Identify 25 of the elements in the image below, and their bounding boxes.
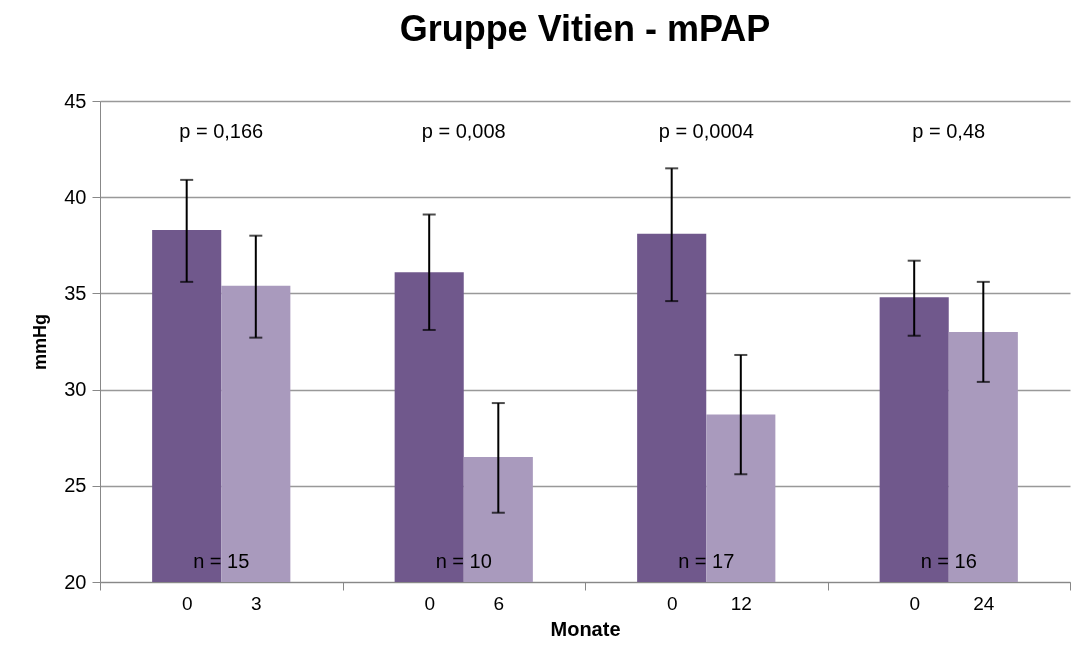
x-tick-label: 0 [666,592,678,614]
x-tick-label: 24 [973,592,995,614]
y-tick-label: 30 [64,378,87,401]
y-tick-label: 40 [64,185,87,208]
x-tick-label: 6 [493,592,505,614]
annotation: p = 0,008 [421,120,506,142]
annotation: p = 0,0004 [658,120,754,142]
y-tick-label: 45 [64,89,87,112]
y-axis-title: mmHg [30,313,51,371]
annotation: n = 16 [920,550,977,572]
y-tick-label: 25 [64,474,87,497]
chart-title: Gruppe Vitien - mPAP [399,8,771,49]
x-tick-label: 3 [251,592,262,614]
x-tick-label: 0 [181,592,193,614]
x-tick-label: 0 [424,592,435,614]
y-tick-label: 20 [64,570,87,593]
annotation: n = 15 [193,550,250,572]
x-axis-title: Monate [550,617,621,640]
y-tick-label: 35 [64,281,87,304]
annotation: p = 0,166 [179,120,264,142]
x-tick-label: 0 [909,592,920,614]
x-tick-label: 12 [730,592,752,614]
annotation: p = 0,48 [912,120,986,142]
annotation: n = 10 [435,550,492,572]
annotation: n = 17 [678,550,735,572]
